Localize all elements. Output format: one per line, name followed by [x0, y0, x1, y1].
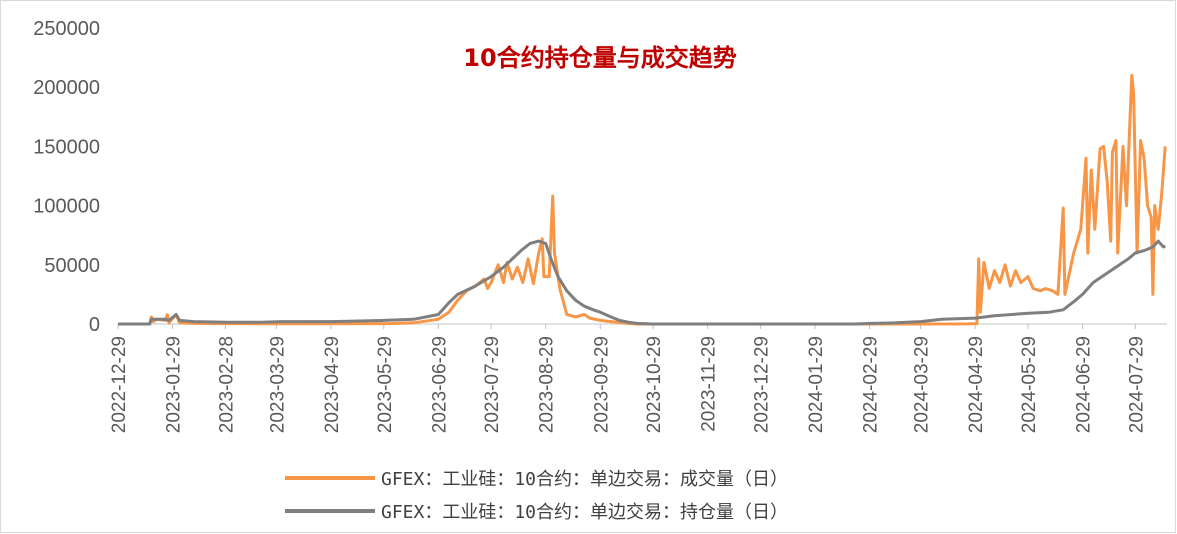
x-tick-label: 2024-05-29: [1019, 336, 1040, 433]
x-tick-label: 2023-05-29: [375, 336, 396, 433]
chart-title: 10合约持仓量与成交趋势: [463, 44, 737, 72]
legend-swatch-open-interest: [285, 509, 375, 513]
x-tick-label: 2022-12-29: [109, 336, 130, 433]
x-tick-label: 2024-06-29: [1074, 336, 1095, 433]
x-tick-label: 2023-08-29: [537, 336, 558, 433]
legend-item-open-interest: GFEX：工业硅：10合约：单边交易：持仓量（日）: [285, 500, 789, 523]
series-group: [118, 73, 1167, 326]
x-tick-label: 2023-02-28: [216, 336, 237, 433]
y-tick-label: 0: [89, 314, 100, 336]
x-tick-label: 2023-06-29: [429, 336, 450, 433]
x-tick-label: 2023-03-29: [267, 336, 288, 433]
x-tick-label: 2024-03-29: [912, 336, 933, 433]
x-tick-label: 2023-04-29: [322, 336, 343, 433]
y-tick-label: 100000: [33, 196, 100, 218]
y-tick-label: 50000: [44, 255, 100, 277]
frame-left-border: [0, 0, 1, 533]
x-tick-label: 2024-01-29: [806, 336, 827, 433]
frame-right-border: [1175, 0, 1176, 533]
x-tick-label: 2023-01-29: [164, 336, 185, 433]
x-tick-label: 2023-12-29: [751, 336, 772, 433]
legend-swatch-volume: [285, 476, 375, 480]
legend-item-volume: GFEX：工业硅：10合约：单边交易：成交量（日）: [285, 467, 789, 490]
legend-label-open-interest: GFEX：工业硅：10合约：单边交易：持仓量（日）: [381, 502, 789, 523]
series-line-open-interest: [118, 239, 1167, 326]
x-tick-label: 2024-02-29: [861, 336, 882, 433]
y-axis: 250000 200000 150000 100000 50000 0: [33, 18, 100, 336]
frame-top-border: [0, 0, 1176, 1]
x-axis: 2022-12-29 2023-01-29 2023-02-28 2023-03-29…: [109, 323, 1167, 433]
x-tick-label: 2023-11-29: [699, 336, 720, 432]
frame-bottom-border: [0, 532, 1176, 533]
x-tick-label: 2023-09-29: [591, 336, 612, 433]
y-tick-label: 150000: [33, 136, 100, 158]
x-tick-label: 2023-10-29: [644, 336, 665, 433]
y-tick-label: 250000: [33, 18, 100, 40]
legend-label-volume: GFEX：工业硅：10合约：单边交易：成交量（日）: [381, 469, 789, 490]
x-tick-label: 2024-04-29: [966, 336, 987, 433]
x-tick-label: 2023-07-29: [482, 336, 503, 433]
y-tick-label: 200000: [33, 77, 100, 99]
series-line-volume: [118, 73, 1167, 326]
x-tick-label: 2024-07-29: [1126, 336, 1147, 433]
